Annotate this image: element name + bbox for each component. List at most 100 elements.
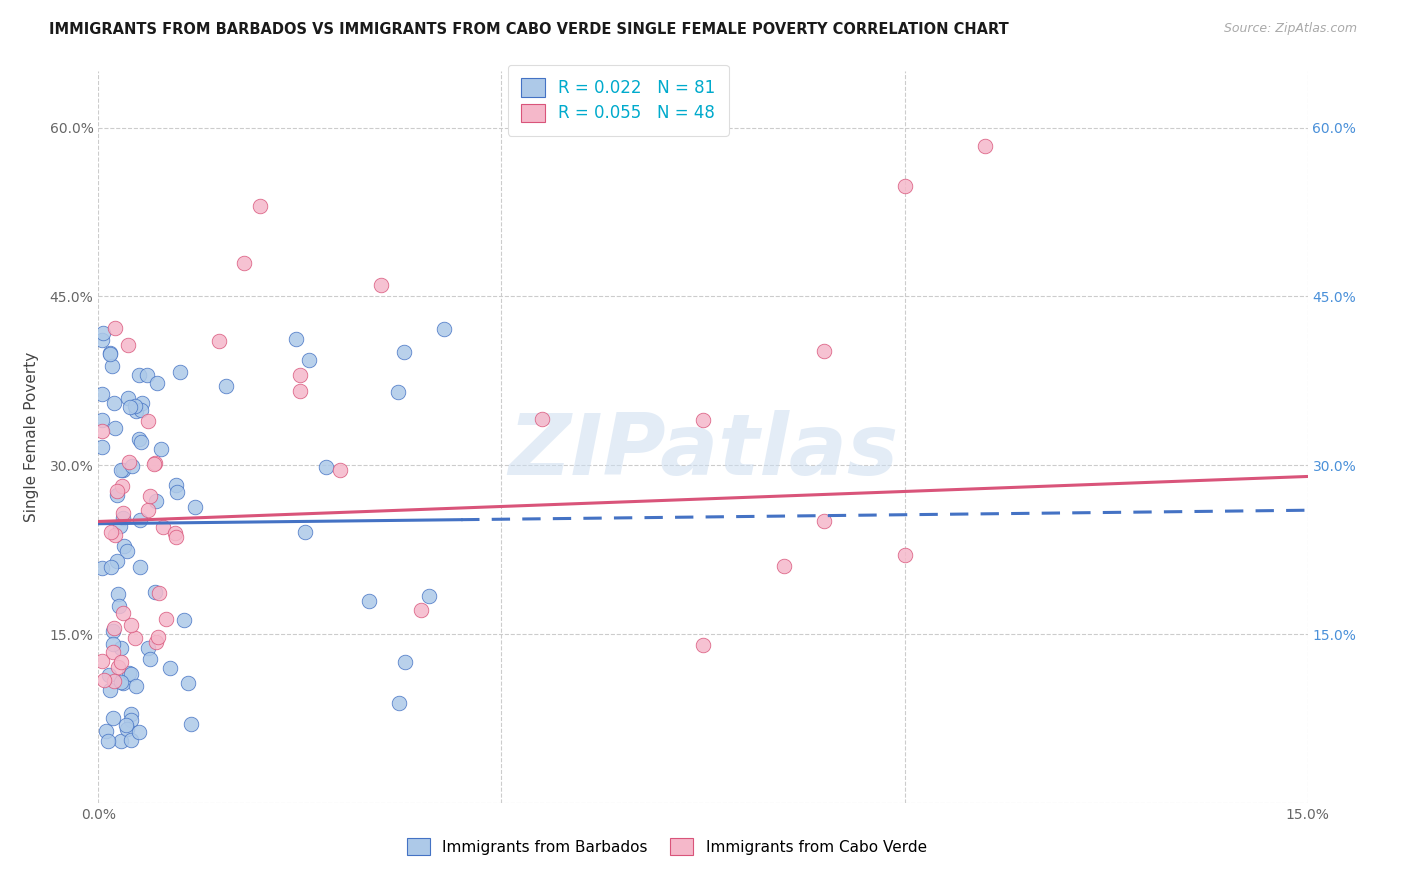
Point	[107, 587, 129, 601]
Point	[101, 711, 124, 725]
Point	[135, 368, 157, 383]
Point	[98, 683, 121, 698]
Point	[105, 483, 128, 498]
Text: IMMIGRANTS FROM BARBADOS VS IMMIGRANTS FROM CABO VERDE SINGLE FEMALE POVERTY COR: IMMIGRANTS FROM BARBADOS VS IMMIGRANTS F…	[49, 22, 1010, 37]
Point	[108, 518, 131, 533]
Point	[418, 590, 440, 604]
Point	[103, 621, 125, 635]
Point	[392, 344, 415, 359]
Y-axis label: Single Female Poverty: Single Female Poverty	[24, 352, 38, 522]
Point	[117, 392, 139, 406]
Point	[145, 493, 167, 508]
Point	[359, 594, 381, 608]
Point	[120, 713, 142, 727]
Point	[110, 655, 132, 669]
Point	[148, 586, 170, 600]
Point	[288, 384, 311, 398]
Point	[91, 387, 114, 401]
Point	[98, 346, 121, 360]
Point	[387, 384, 409, 399]
Point	[129, 559, 152, 574]
Point	[91, 441, 114, 455]
Point	[146, 376, 169, 391]
Point	[91, 424, 114, 438]
Point	[104, 421, 127, 435]
Point	[131, 396, 153, 410]
Point	[143, 457, 166, 471]
Point	[125, 679, 148, 693]
Point	[315, 460, 337, 475]
Point	[120, 707, 142, 722]
Point	[111, 675, 134, 690]
Point	[893, 548, 915, 562]
Point	[112, 511, 135, 525]
Point	[104, 527, 127, 541]
Point	[288, 368, 311, 383]
Point	[118, 666, 141, 681]
Point	[98, 346, 121, 360]
Point	[104, 321, 127, 335]
Point	[117, 455, 139, 469]
Point	[101, 637, 124, 651]
Point	[128, 513, 150, 527]
Point	[112, 606, 135, 620]
Point	[136, 640, 159, 655]
Point	[329, 463, 352, 477]
Point	[111, 462, 134, 476]
Point	[120, 667, 142, 681]
Point	[165, 530, 187, 544]
Point	[111, 479, 134, 493]
Point	[108, 599, 131, 614]
Point	[105, 554, 128, 568]
Point	[101, 645, 124, 659]
Point	[100, 524, 122, 539]
Point	[103, 396, 125, 410]
Text: ZIPatlas: ZIPatlas	[508, 410, 898, 493]
Point	[294, 525, 316, 540]
Point	[100, 560, 122, 574]
Point	[125, 403, 148, 417]
Point	[166, 484, 188, 499]
Point	[128, 368, 150, 383]
Point	[124, 399, 146, 413]
Point	[169, 366, 191, 380]
Point	[232, 255, 254, 269]
Point	[112, 506, 135, 520]
Point	[177, 676, 200, 690]
Point	[772, 559, 794, 574]
Point	[117, 723, 139, 737]
Point	[120, 617, 142, 632]
Point	[155, 612, 177, 626]
Point	[146, 630, 169, 644]
Point	[121, 458, 143, 473]
Point	[115, 718, 138, 732]
Point	[136, 414, 159, 428]
Point	[117, 338, 139, 352]
Legend: Immigrants from Barbados, Immigrants from Cabo Verde: Immigrants from Barbados, Immigrants fro…	[401, 832, 932, 861]
Point	[91, 413, 114, 427]
Point	[110, 641, 132, 656]
Point	[110, 734, 132, 748]
Point	[91, 333, 114, 347]
Point	[692, 638, 714, 652]
Point	[120, 400, 142, 414]
Point	[163, 525, 186, 540]
Point	[893, 179, 915, 194]
Point	[370, 278, 392, 293]
Point	[128, 432, 150, 446]
Point	[159, 661, 181, 675]
Point	[91, 654, 114, 668]
Point	[530, 412, 553, 426]
Point	[98, 667, 121, 681]
Point	[692, 413, 714, 427]
Point	[103, 674, 125, 689]
Point	[152, 520, 174, 534]
Point	[91, 326, 114, 340]
Point	[394, 655, 416, 669]
Point	[813, 515, 835, 529]
Point	[215, 379, 238, 393]
Point	[173, 613, 195, 627]
Point	[165, 478, 187, 492]
Point	[433, 322, 456, 336]
Point	[143, 456, 166, 470]
